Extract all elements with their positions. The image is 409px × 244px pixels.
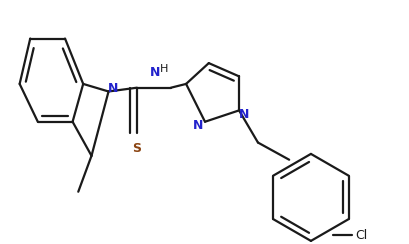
Text: Cl: Cl [354,229,366,242]
Text: N: N [193,119,203,132]
Text: N: N [150,66,160,79]
Text: N: N [108,82,118,95]
Text: H: H [160,64,168,74]
Text: N: N [238,108,249,122]
Text: S: S [132,142,141,155]
